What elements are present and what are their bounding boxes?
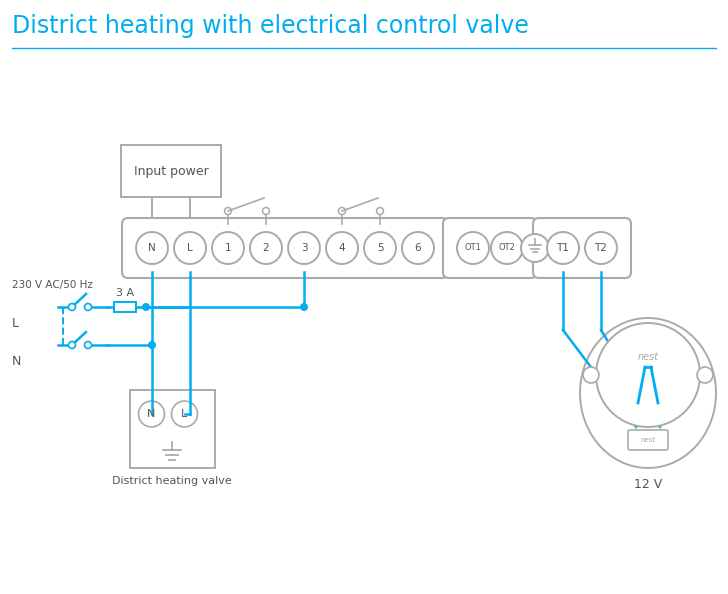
Circle shape <box>583 367 599 383</box>
Text: OT1: OT1 <box>464 244 481 252</box>
Circle shape <box>339 207 346 214</box>
Circle shape <box>326 232 358 264</box>
Text: T2: T2 <box>595 243 607 253</box>
Text: L: L <box>12 317 19 330</box>
Circle shape <box>172 401 197 427</box>
Circle shape <box>547 232 579 264</box>
Bar <box>121 145 221 197</box>
Circle shape <box>224 207 232 214</box>
Text: T1: T1 <box>557 243 569 253</box>
Circle shape <box>84 304 92 311</box>
Text: 12 V: 12 V <box>634 478 662 491</box>
Circle shape <box>68 304 76 311</box>
Circle shape <box>288 232 320 264</box>
Text: OT2: OT2 <box>499 244 515 252</box>
Text: N: N <box>148 243 156 253</box>
Circle shape <box>250 232 282 264</box>
Circle shape <box>142 303 150 311</box>
Circle shape <box>402 232 434 264</box>
Circle shape <box>521 234 549 262</box>
Text: 6: 6 <box>415 243 422 253</box>
Text: nest: nest <box>638 352 659 362</box>
Circle shape <box>457 232 489 264</box>
Circle shape <box>364 232 396 264</box>
Text: District heating valve: District heating valve <box>112 476 232 486</box>
Text: 2: 2 <box>263 243 269 253</box>
Circle shape <box>585 232 617 264</box>
Text: N: N <box>147 409 156 419</box>
Text: N: N <box>12 355 21 368</box>
FancyBboxPatch shape <box>628 430 668 450</box>
Bar <box>130 390 215 468</box>
Circle shape <box>596 323 700 427</box>
FancyBboxPatch shape <box>122 218 448 278</box>
Circle shape <box>263 207 269 214</box>
Text: L: L <box>187 243 193 253</box>
FancyBboxPatch shape <box>443 218 537 278</box>
Circle shape <box>174 232 206 264</box>
Text: Input power: Input power <box>134 165 208 178</box>
Polygon shape <box>580 318 716 468</box>
Circle shape <box>376 207 384 214</box>
Circle shape <box>84 342 92 349</box>
Circle shape <box>148 341 156 349</box>
Text: L: L <box>181 409 188 419</box>
Circle shape <box>68 342 76 349</box>
Circle shape <box>697 367 713 383</box>
Circle shape <box>300 303 308 311</box>
Circle shape <box>212 232 244 264</box>
Circle shape <box>136 232 168 264</box>
Text: 1: 1 <box>225 243 232 253</box>
Text: 3 A: 3 A <box>116 288 134 298</box>
Text: 230 V AC/50 Hz: 230 V AC/50 Hz <box>12 280 93 290</box>
Text: 3: 3 <box>301 243 307 253</box>
Text: nest: nest <box>641 437 655 443</box>
Text: District heating with electrical control valve: District heating with electrical control… <box>12 14 529 38</box>
Bar <box>114 302 136 312</box>
Text: 4: 4 <box>339 243 345 253</box>
Circle shape <box>138 401 165 427</box>
FancyBboxPatch shape <box>533 218 631 278</box>
Text: 5: 5 <box>376 243 384 253</box>
Circle shape <box>491 232 523 264</box>
